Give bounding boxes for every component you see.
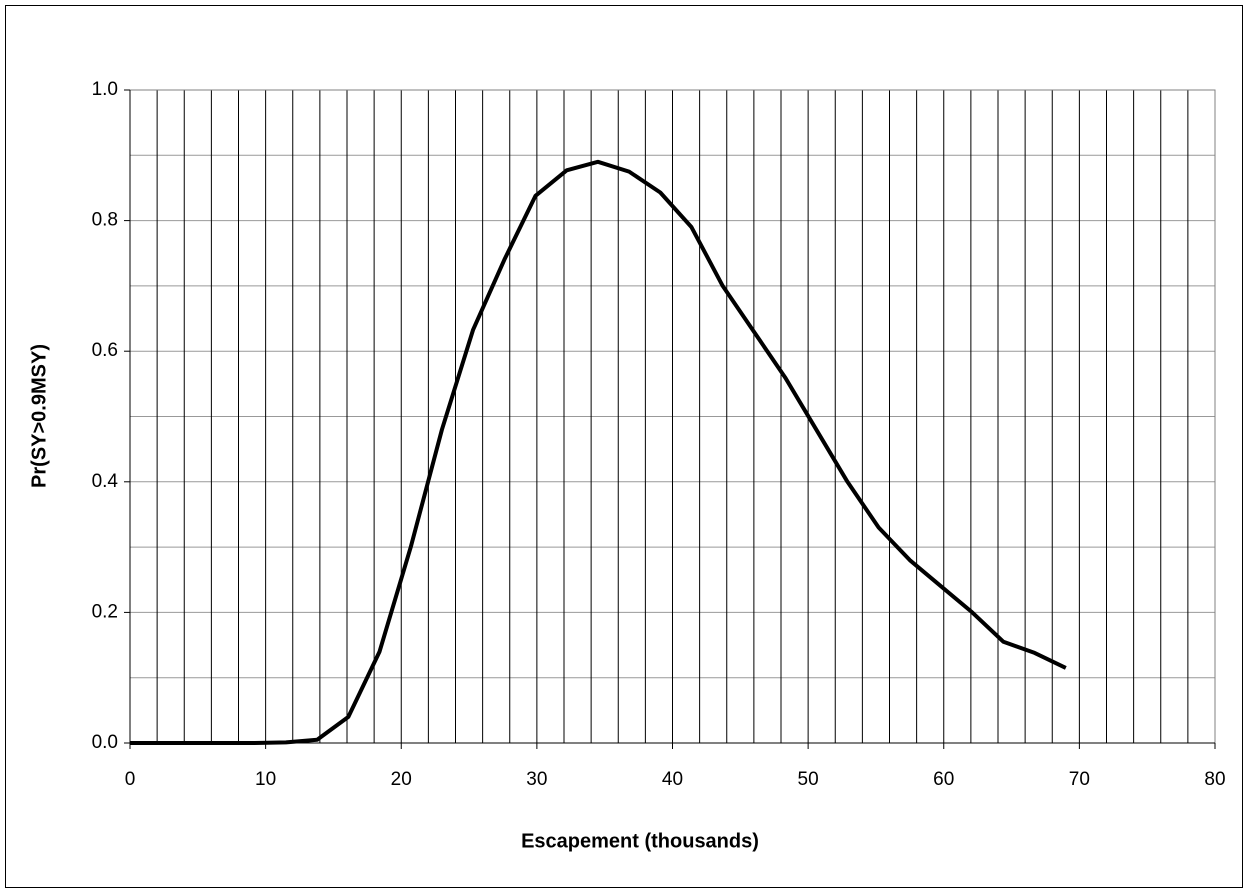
y-tick-label: 0.0 [92,732,118,753]
x-tick-label: 50 [798,769,819,790]
x-tick-label: 20 [391,769,412,790]
x-axis-title: Escapement (thousands) [521,830,759,852]
y-tick-label: 0.8 [92,210,118,231]
x-tick-label: 0 [125,769,136,790]
y-tick-label: 0.4 [92,471,119,492]
x-tick-label: 40 [662,769,683,790]
x-tick-label: 80 [1204,769,1225,790]
x-tick-label: 30 [526,769,547,790]
y-tick-label: 0.2 [92,601,118,622]
data-line [130,159,1067,745]
x-tick-label: 60 [933,769,954,790]
y-tick-label: 0.6 [92,340,118,361]
y-tick-label: 1.0 [92,79,118,100]
x-tick-label: 70 [1069,769,1090,790]
chart-frame [5,5,1243,888]
y-axis-title: Pr(SY>0.9MSY) [28,344,50,488]
x-tick-label: 10 [255,769,276,790]
